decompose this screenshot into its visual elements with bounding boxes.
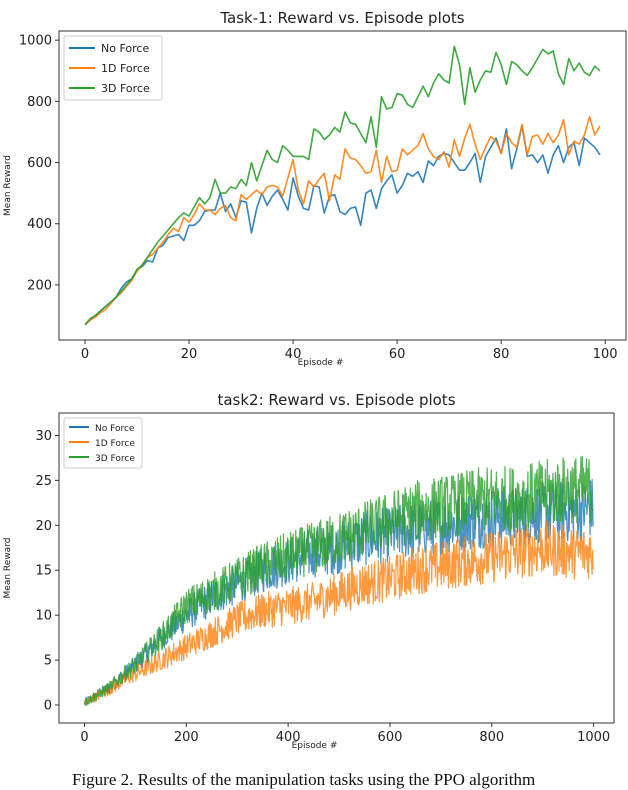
chart-title: Task-1: Reward vs. Episode plots xyxy=(219,9,464,27)
x-tick-label: 80 xyxy=(493,347,510,362)
legend-label: No Force xyxy=(101,42,149,55)
legend-label: 1D Force xyxy=(101,62,150,75)
y-axis-label: Mean Reward xyxy=(3,538,13,599)
legend-label: No Force xyxy=(95,424,135,434)
figure-caption: Figure 2. Results of the manipulation ta… xyxy=(72,770,536,789)
legend-box xyxy=(63,417,143,469)
y-axis-label: Mean Reward xyxy=(3,155,13,216)
y-tick-label: 25 xyxy=(35,474,52,489)
plot-frame xyxy=(58,30,627,341)
x-tick-label: 200 xyxy=(174,730,199,745)
legend-box xyxy=(63,35,163,101)
series-line-3d-force xyxy=(83,455,594,707)
x-tick-label: 800 xyxy=(479,730,504,745)
y-tick-label: 10 xyxy=(35,609,52,624)
x-tick-label: 400 xyxy=(276,730,301,745)
x-tick-label: 100 xyxy=(593,347,618,362)
y-tick-label: 400 xyxy=(27,217,52,232)
y-tick-label: 0 xyxy=(44,699,52,714)
y-tick-label: 5 xyxy=(44,654,52,669)
y-tick-label: 1000 xyxy=(19,34,52,49)
plot-frame xyxy=(58,412,615,724)
x-tick-label: 20 xyxy=(181,347,198,362)
legend-label: 3D Force xyxy=(101,82,150,95)
x-axis-label: Episode # xyxy=(292,741,338,751)
series-line-1d-force xyxy=(83,520,594,705)
y-tick-label: 15 xyxy=(35,564,52,579)
y-tick-label: 800 xyxy=(27,95,52,110)
x-tick-label: 600 xyxy=(378,730,403,745)
x-tick-label: 60 xyxy=(389,347,406,362)
y-tick-label: 30 xyxy=(35,429,52,444)
legend-label: 1D Force xyxy=(95,439,135,449)
legend-label: 3D Force xyxy=(95,454,135,464)
x-tick-label: 40 xyxy=(285,347,302,362)
y-tick-label: 20 xyxy=(35,519,52,534)
x-tick-label: 0 xyxy=(80,730,88,745)
x-tick-label: 0 xyxy=(81,347,89,362)
chart-title: task2: Reward vs. Episode plots xyxy=(217,391,455,409)
task1-reward-chart: Task-1: Reward vs. Episode plots 0 20 40 60 8… xyxy=(3,9,627,368)
x-tick-label: 1000 xyxy=(577,730,610,745)
y-tick-label: 600 xyxy=(27,156,52,171)
series-line-no-force xyxy=(84,125,601,326)
y-tick-label: 200 xyxy=(27,278,52,293)
x-axis-label: Episode # xyxy=(298,358,344,368)
series-line-1d-force xyxy=(84,115,601,326)
series-line-3d-force xyxy=(84,45,601,326)
